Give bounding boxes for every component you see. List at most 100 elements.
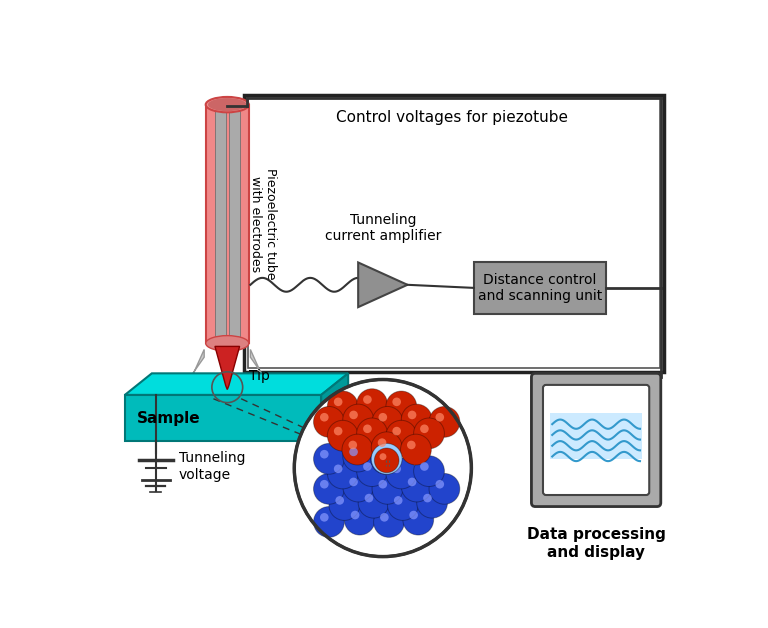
Text: Distance control
and scanning unit: Distance control and scanning unit	[478, 273, 602, 303]
FancyBboxPatch shape	[215, 111, 226, 337]
Circle shape	[429, 474, 460, 504]
Circle shape	[358, 487, 389, 518]
Circle shape	[386, 458, 417, 489]
Circle shape	[327, 420, 358, 451]
Circle shape	[403, 504, 434, 535]
Circle shape	[435, 480, 444, 489]
Text: Tip: Tip	[249, 369, 270, 382]
Circle shape	[370, 443, 402, 474]
Circle shape	[351, 511, 359, 519]
Text: Piezoelectric tube
with electrodes: Piezoelectric tube with electrodes	[249, 168, 276, 279]
Circle shape	[320, 413, 329, 421]
Circle shape	[313, 474, 344, 504]
Circle shape	[435, 413, 444, 421]
Circle shape	[343, 404, 373, 435]
FancyBboxPatch shape	[206, 105, 249, 344]
Circle shape	[429, 406, 460, 437]
Circle shape	[378, 450, 386, 458]
Circle shape	[356, 418, 387, 449]
Circle shape	[320, 480, 329, 489]
Circle shape	[342, 434, 372, 465]
Circle shape	[392, 427, 401, 435]
Circle shape	[327, 391, 358, 422]
Text: Tunneling
voltage: Tunneling voltage	[179, 452, 245, 482]
Circle shape	[379, 480, 387, 489]
FancyBboxPatch shape	[229, 111, 240, 337]
Circle shape	[349, 478, 358, 486]
Circle shape	[336, 496, 344, 505]
Circle shape	[414, 456, 445, 487]
Circle shape	[349, 411, 358, 420]
Circle shape	[402, 404, 432, 435]
Polygon shape	[321, 374, 348, 441]
Circle shape	[417, 487, 448, 518]
Circle shape	[365, 494, 373, 502]
Circle shape	[377, 450, 386, 458]
Polygon shape	[250, 349, 281, 401]
FancyBboxPatch shape	[543, 385, 649, 495]
Ellipse shape	[208, 98, 247, 111]
Circle shape	[327, 458, 358, 489]
Circle shape	[374, 448, 399, 473]
Ellipse shape	[206, 97, 249, 112]
Circle shape	[408, 411, 416, 420]
Circle shape	[334, 398, 343, 406]
Circle shape	[334, 465, 343, 473]
Circle shape	[329, 490, 359, 521]
FancyBboxPatch shape	[550, 413, 642, 459]
Circle shape	[372, 474, 403, 504]
Polygon shape	[125, 395, 321, 441]
Circle shape	[408, 478, 416, 486]
Circle shape	[392, 398, 401, 406]
Circle shape	[294, 379, 472, 556]
Circle shape	[420, 425, 429, 433]
Ellipse shape	[206, 335, 249, 351]
Circle shape	[423, 494, 432, 502]
Circle shape	[313, 406, 344, 437]
Circle shape	[363, 395, 372, 404]
Circle shape	[349, 441, 357, 449]
Circle shape	[407, 441, 415, 449]
Circle shape	[356, 389, 387, 420]
Circle shape	[386, 420, 417, 451]
Text: Control voltages for piezotube: Control voltages for piezotube	[336, 110, 568, 125]
Circle shape	[414, 418, 445, 449]
Circle shape	[380, 513, 389, 522]
FancyBboxPatch shape	[531, 374, 660, 507]
Circle shape	[363, 462, 372, 471]
Text: Data processing
and display: Data processing and display	[527, 528, 666, 560]
Circle shape	[372, 406, 403, 437]
Circle shape	[420, 462, 429, 471]
Circle shape	[386, 391, 417, 422]
Circle shape	[379, 453, 386, 460]
Polygon shape	[125, 374, 348, 395]
Circle shape	[349, 448, 358, 456]
FancyBboxPatch shape	[474, 262, 606, 314]
Circle shape	[363, 425, 372, 433]
Polygon shape	[358, 263, 408, 307]
Polygon shape	[215, 347, 240, 389]
Circle shape	[387, 490, 419, 521]
Circle shape	[379, 413, 387, 421]
Circle shape	[394, 496, 402, 505]
Circle shape	[343, 471, 373, 502]
Polygon shape	[174, 349, 204, 401]
Circle shape	[373, 507, 405, 538]
Circle shape	[313, 507, 344, 538]
Circle shape	[344, 504, 375, 535]
Circle shape	[371, 443, 402, 474]
Circle shape	[313, 443, 344, 474]
Circle shape	[320, 513, 329, 522]
Circle shape	[378, 438, 386, 447]
Circle shape	[343, 441, 373, 472]
Circle shape	[320, 450, 329, 458]
Circle shape	[402, 471, 432, 502]
Circle shape	[334, 427, 343, 435]
Circle shape	[392, 465, 401, 473]
Circle shape	[409, 511, 418, 519]
Circle shape	[356, 456, 387, 487]
Circle shape	[401, 434, 432, 465]
Text: Tunneling
current amplifier: Tunneling current amplifier	[325, 213, 441, 243]
Text: Sample: Sample	[137, 411, 200, 426]
Circle shape	[371, 432, 402, 463]
